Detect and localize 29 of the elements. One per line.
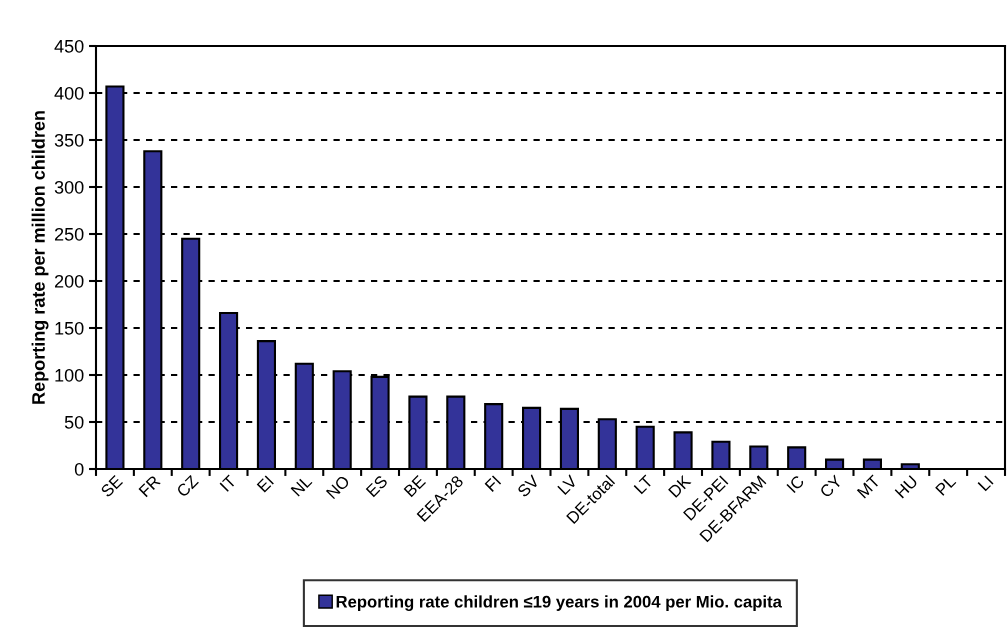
y-tick-label: 0 bbox=[74, 462, 84, 476]
y-axis-title: Reporting rate per million children bbox=[31, 111, 49, 404]
y-tick-label: 450 bbox=[54, 39, 84, 53]
y-tick-label: 50 bbox=[64, 415, 84, 429]
y-tick-label: 100 bbox=[55, 368, 84, 382]
x-tick-label: CZ bbox=[175, 474, 199, 498]
x-tick-label: LT bbox=[633, 474, 654, 495]
x-tick-label: IC bbox=[786, 474, 805, 494]
x-tick-label: FR bbox=[138, 474, 161, 498]
x-tick-label: NL bbox=[290, 474, 313, 497]
x-tick-label: EI bbox=[256, 475, 274, 493]
x-tick-label: PL bbox=[935, 474, 957, 496]
x-tick-label: MT bbox=[856, 474, 881, 499]
legend-label: Reporting rate children ≤19 years in 2004 per Mio. capita bbox=[336, 595, 782, 611]
y-tick-label: 150 bbox=[55, 321, 84, 335]
y-tick-label: 300 bbox=[54, 180, 84, 194]
y-tick-label: 250 bbox=[54, 227, 84, 241]
x-tick-label: ES bbox=[365, 474, 389, 498]
y-tick-label: 200 bbox=[54, 274, 84, 288]
x-tick-label: FI bbox=[484, 475, 502, 492]
x-tick-label: HU bbox=[894, 475, 919, 499]
x-tick-label: CY bbox=[819, 474, 843, 499]
y-tick-label: 350 bbox=[54, 133, 84, 147]
y-tick-label: 400 bbox=[54, 86, 84, 100]
x-tick-label: LI bbox=[977, 475, 994, 492]
x-tick-label: SV bbox=[516, 474, 541, 498]
x-tick-label: SE bbox=[100, 474, 124, 498]
x-tick-label: IT bbox=[219, 474, 237, 492]
x-tick-label: NO bbox=[325, 474, 351, 500]
